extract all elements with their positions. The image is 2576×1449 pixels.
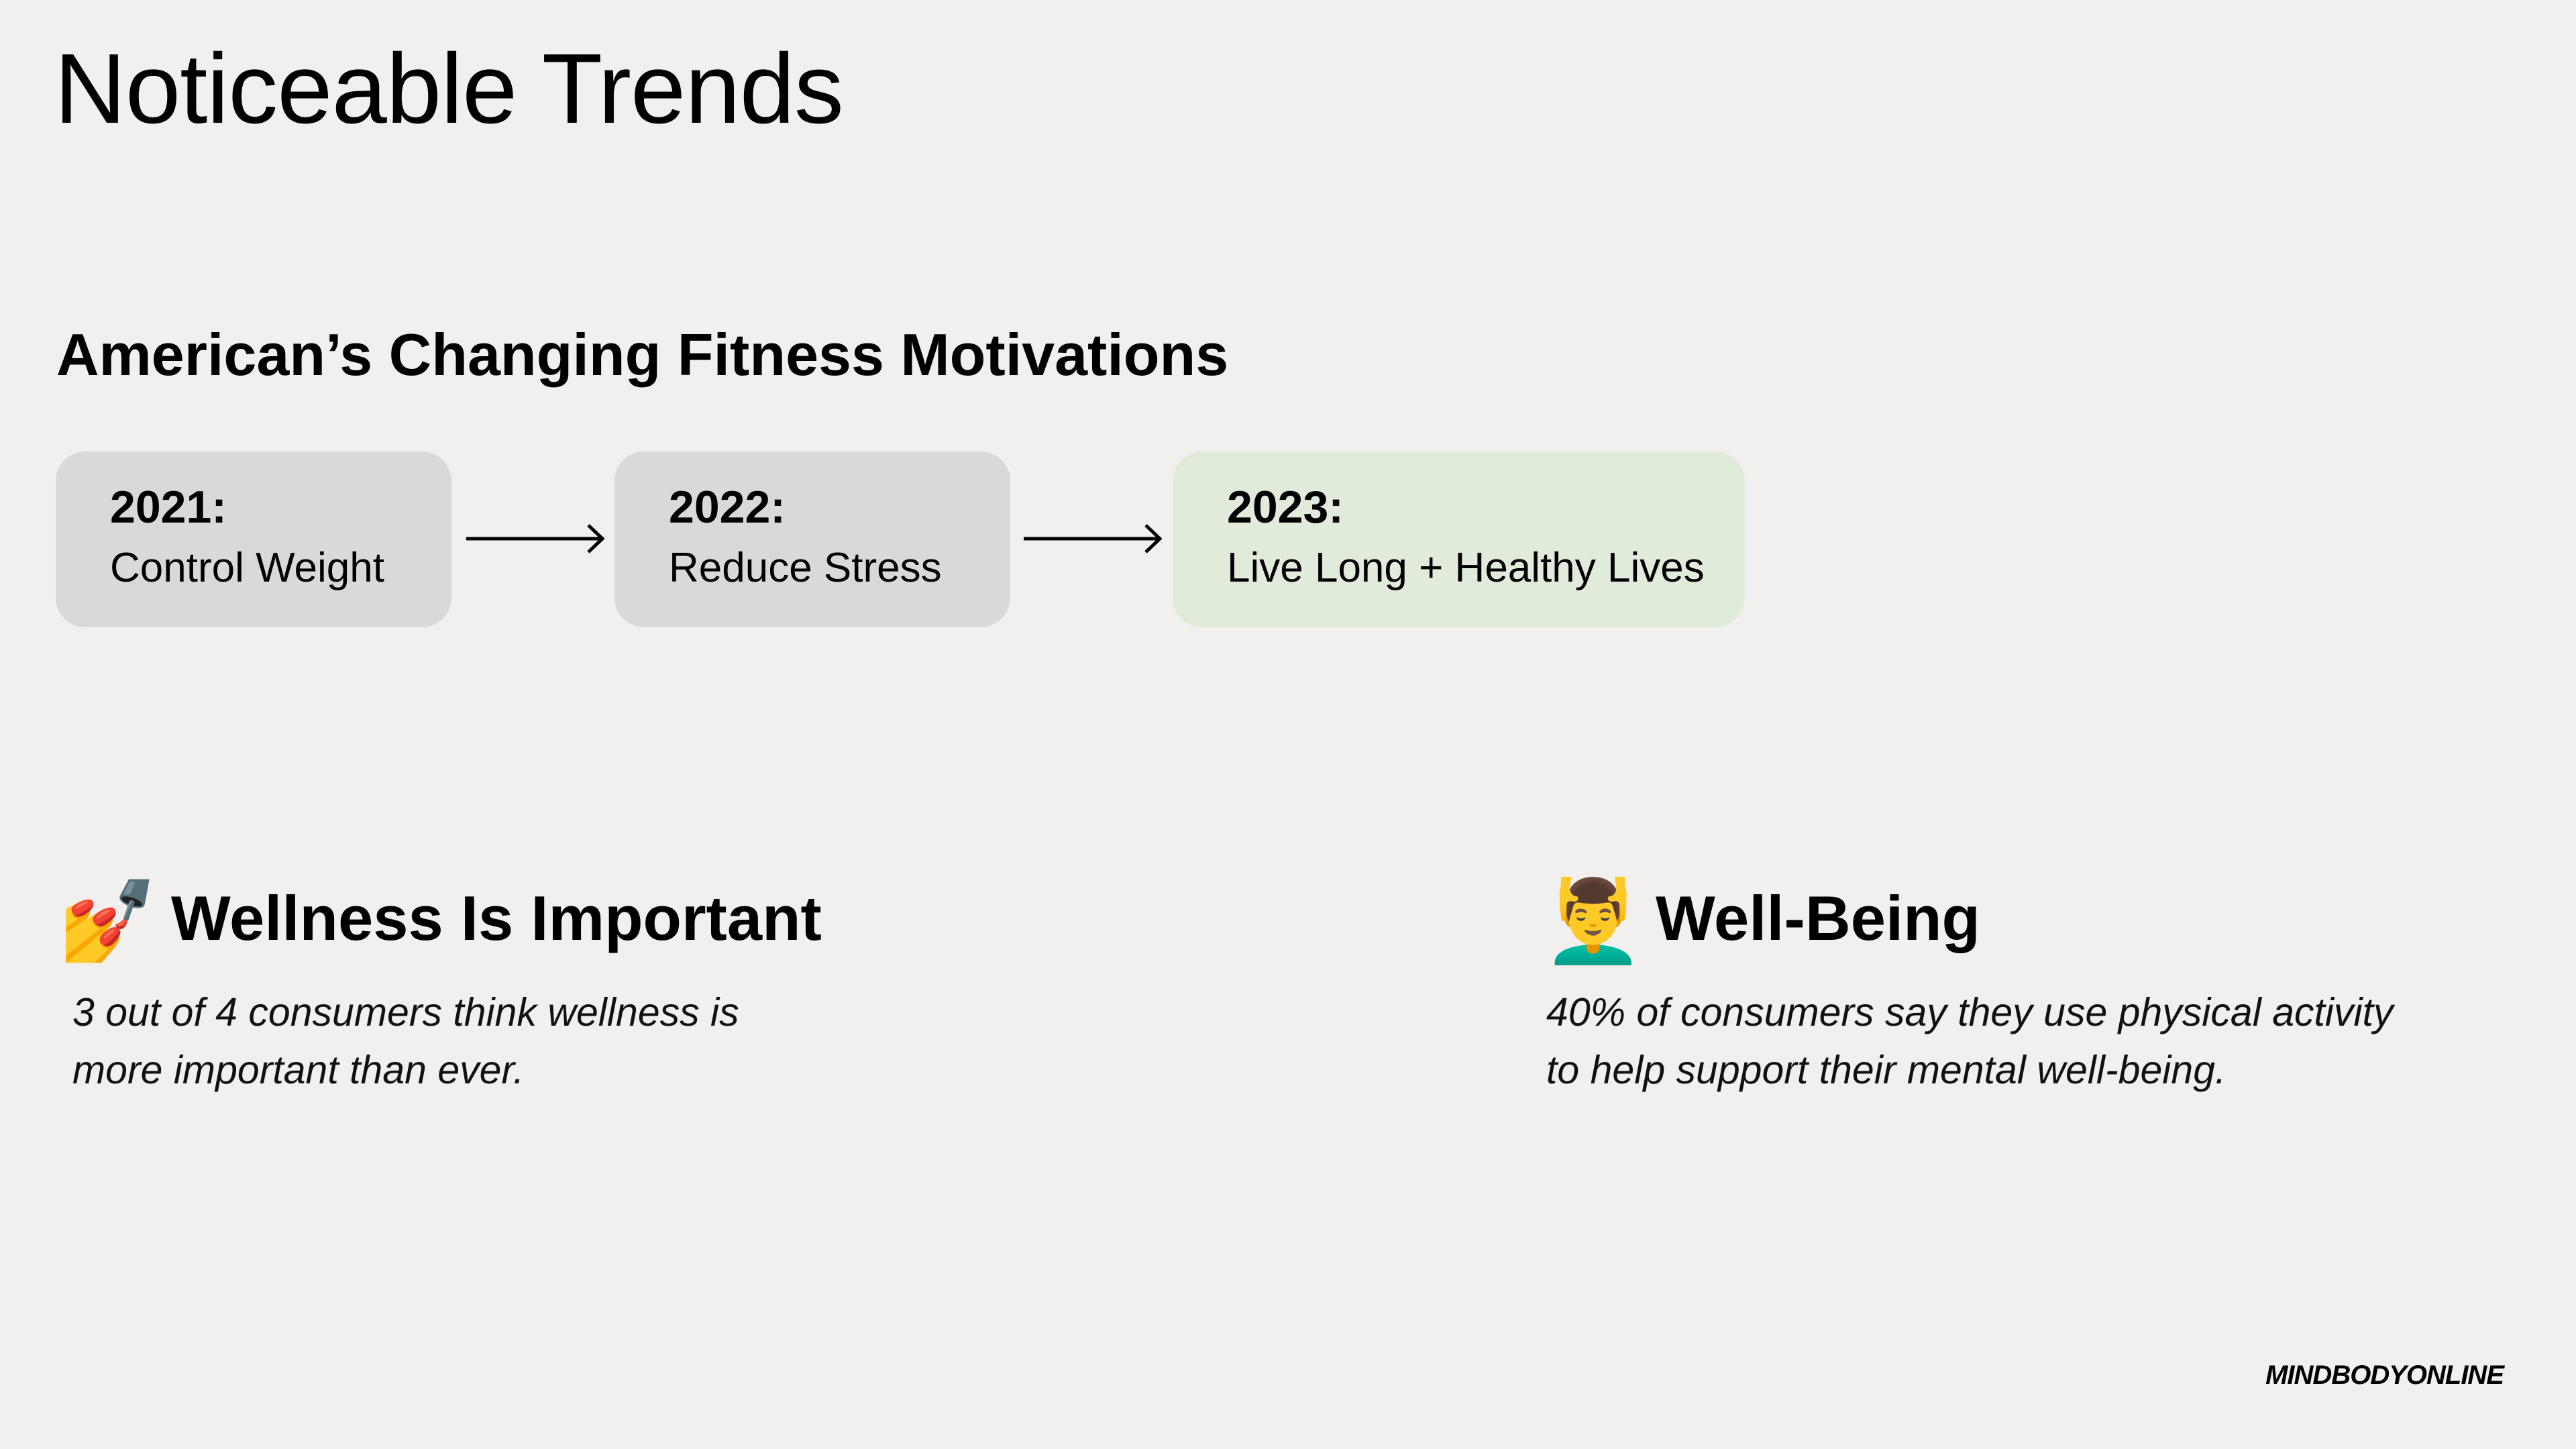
- arrow-right-icon: [466, 524, 604, 553]
- arrow-right-icon: [1024, 524, 1162, 553]
- timeline-card-2021: 2021: Control Weight: [56, 451, 451, 627]
- timeline-label: Live Long + Healthy Lives: [1227, 545, 1705, 591]
- timeline-card-2022: 2022: Reduce Stress: [614, 451, 1010, 627]
- section-heading-wellness: Wellness Is Important: [171, 883, 822, 953]
- timeline-year: 2023:: [1227, 482, 1344, 533]
- body-line: 3 out of 4 consumers think wellness is: [72, 990, 739, 1034]
- body-line: more important than ever.: [72, 1048, 525, 1092]
- page-title: Noticeable Trends: [54, 34, 844, 144]
- timeline-card-2023: 2023: Live Long + Healthy Lives: [1173, 451, 1745, 627]
- section-body-wellness: 3 out of 4 consumers think wellness is m…: [72, 983, 739, 1099]
- section-body-well-being: 40% of consumers say they use physical a…: [1546, 983, 2394, 1099]
- timeline-label: Control Weight: [110, 545, 384, 591]
- section-subtitle: American’s Changing Fitness Motivations: [56, 321, 1229, 388]
- timeline-year: 2022:: [669, 482, 786, 533]
- timeline-label: Reduce Stress: [669, 545, 942, 591]
- body-line: to help support their mental well-being.: [1546, 1048, 2226, 1092]
- section-heading-well-being: Well-Being: [1656, 883, 1980, 953]
- body-line: 40% of consumers say they use physical a…: [1546, 990, 2394, 1034]
- brand-footer: MINDBODYONLINE: [2265, 1360, 2504, 1390]
- nail-polish-icon: 💅: [58, 876, 158, 966]
- timeline-year: 2021:: [110, 482, 227, 533]
- person-getting-massage-icon: 💆‍♂️: [1543, 876, 1644, 966]
